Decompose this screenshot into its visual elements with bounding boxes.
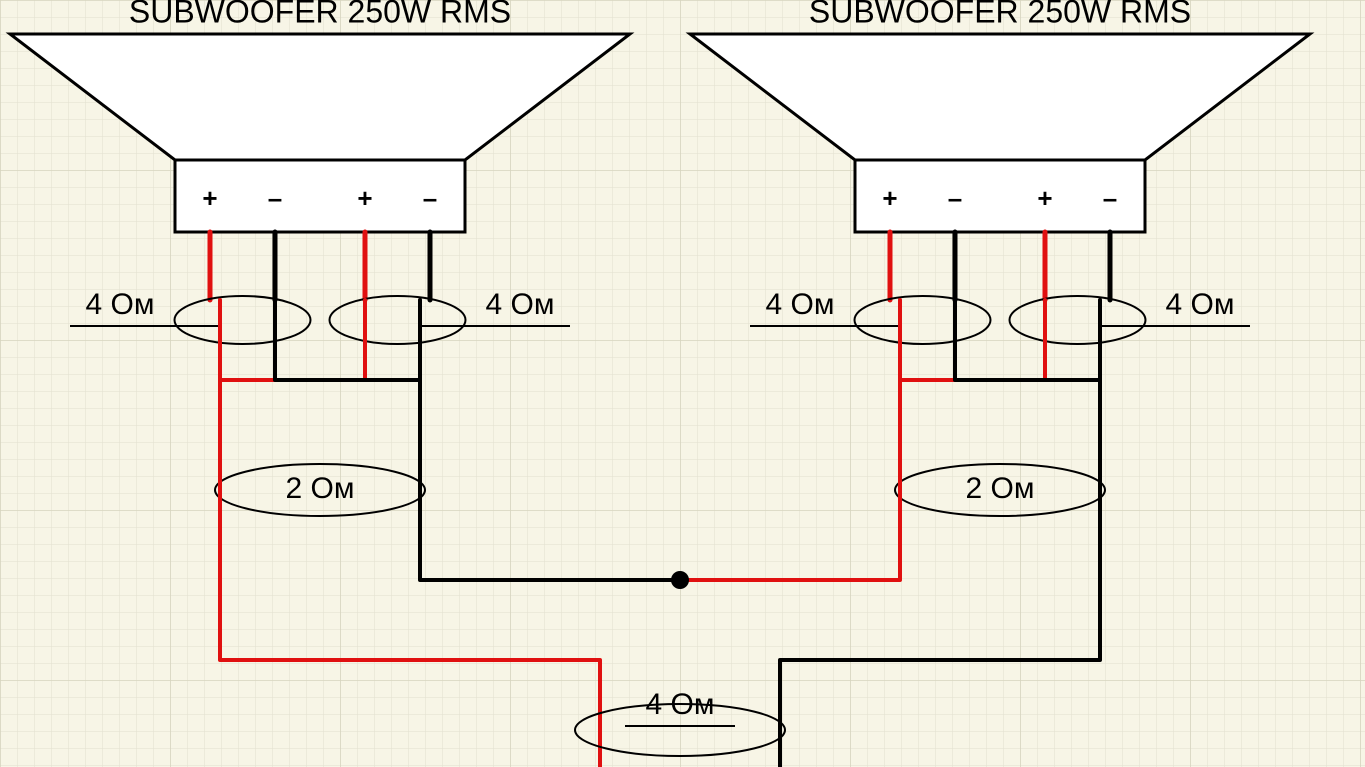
final-ohm-label: 4 Ом [646,688,715,721]
terminal-label-left-2: + [357,183,372,213]
ohm4-left-left: 4 Ом [86,288,155,321]
ohm4-right-left: 4 Ом [486,288,555,321]
terminal-label-right-0: + [882,183,897,213]
ohm4-left-right: 4 Ом [766,288,835,321]
terminal-label-right-2: + [1037,183,1052,213]
two-ohm-label-left: 2 Ом [286,472,355,505]
ohm4-right-right: 4 Ом [1166,288,1235,321]
wiring-diagram: SUBWOOFER 250W RMS + – + – 4 Ом 4 Ом 2 Ом SUBWOO… [0,0,1365,767]
terminal-label-left-3: – [423,183,437,213]
title-left: SUBWOOFER 250W RMS [129,0,511,29]
terminal-box-left [175,160,465,232]
terminal-label-right-1: – [948,183,962,213]
terminal-label-right-3: – [1103,183,1117,213]
terminal-box-right [855,160,1145,232]
two-ohm-label-right: 2 Ом [966,472,1035,505]
terminal-label-left-1: – [268,183,282,213]
title-right: SUBWOOFER 250W RMS [809,0,1191,29]
terminal-label-left-0: + [202,183,217,213]
series-junction-node [671,571,689,589]
